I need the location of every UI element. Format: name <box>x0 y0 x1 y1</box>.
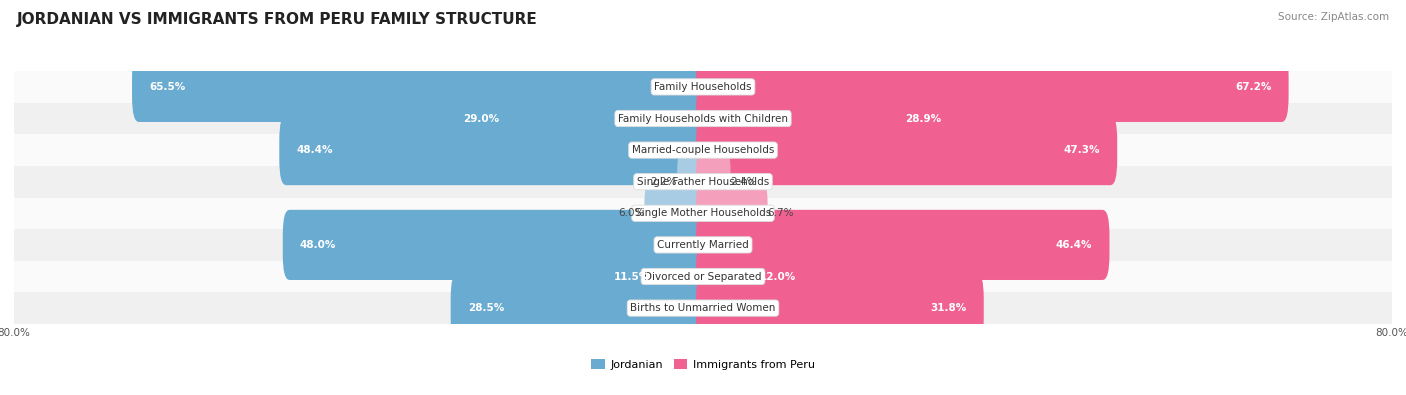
Text: JORDANIAN VS IMMIGRANTS FROM PERU FAMILY STRUCTURE: JORDANIAN VS IMMIGRANTS FROM PERU FAMILY… <box>17 12 537 27</box>
Text: Family Households with Children: Family Households with Children <box>619 113 787 124</box>
FancyBboxPatch shape <box>280 115 710 185</box>
Bar <box>14 229 1392 261</box>
Text: Births to Unmarried Women: Births to Unmarried Women <box>630 303 776 313</box>
Text: 47.3%: 47.3% <box>1063 145 1099 155</box>
FancyBboxPatch shape <box>598 241 710 312</box>
Text: Single Mother Households: Single Mother Households <box>636 208 770 218</box>
FancyBboxPatch shape <box>696 178 768 248</box>
Text: 48.0%: 48.0% <box>299 240 336 250</box>
Bar <box>14 261 1392 292</box>
Text: 28.9%: 28.9% <box>905 113 942 124</box>
FancyBboxPatch shape <box>696 147 731 217</box>
Text: 67.2%: 67.2% <box>1234 82 1271 92</box>
Text: 6.0%: 6.0% <box>619 208 644 218</box>
Text: 11.5%: 11.5% <box>614 271 651 282</box>
Text: Currently Married: Currently Married <box>657 240 749 250</box>
Bar <box>14 134 1392 166</box>
Bar <box>14 198 1392 229</box>
Text: Divorced or Separated: Divorced or Separated <box>644 271 762 282</box>
Text: 28.5%: 28.5% <box>468 303 505 313</box>
FancyBboxPatch shape <box>451 273 710 343</box>
FancyBboxPatch shape <box>132 52 710 122</box>
FancyBboxPatch shape <box>283 210 710 280</box>
Text: 65.5%: 65.5% <box>149 82 186 92</box>
Text: 48.4%: 48.4% <box>297 145 333 155</box>
Text: 46.4%: 46.4% <box>1056 240 1092 250</box>
Legend: Jordanian, Immigrants from Peru: Jordanian, Immigrants from Peru <box>586 354 820 374</box>
FancyBboxPatch shape <box>696 210 1109 280</box>
Text: Married-couple Households: Married-couple Households <box>631 145 775 155</box>
Bar <box>14 71 1392 103</box>
Text: 2.4%: 2.4% <box>731 177 756 187</box>
FancyBboxPatch shape <box>696 273 984 343</box>
FancyBboxPatch shape <box>696 83 959 154</box>
Text: Single Father Households: Single Father Households <box>637 177 769 187</box>
Text: 12.0%: 12.0% <box>759 271 796 282</box>
Text: 2.2%: 2.2% <box>651 177 678 187</box>
Text: 29.0%: 29.0% <box>464 113 499 124</box>
Text: 6.7%: 6.7% <box>768 208 794 218</box>
FancyBboxPatch shape <box>696 115 1118 185</box>
Text: Family Households: Family Households <box>654 82 752 92</box>
FancyBboxPatch shape <box>696 52 1289 122</box>
Text: Source: ZipAtlas.com: Source: ZipAtlas.com <box>1278 12 1389 22</box>
Bar <box>14 166 1392 198</box>
FancyBboxPatch shape <box>644 178 710 248</box>
Text: 31.8%: 31.8% <box>931 303 966 313</box>
Bar <box>14 103 1392 134</box>
FancyBboxPatch shape <box>446 83 710 154</box>
FancyBboxPatch shape <box>678 147 710 217</box>
Bar <box>14 292 1392 324</box>
FancyBboxPatch shape <box>696 241 813 312</box>
